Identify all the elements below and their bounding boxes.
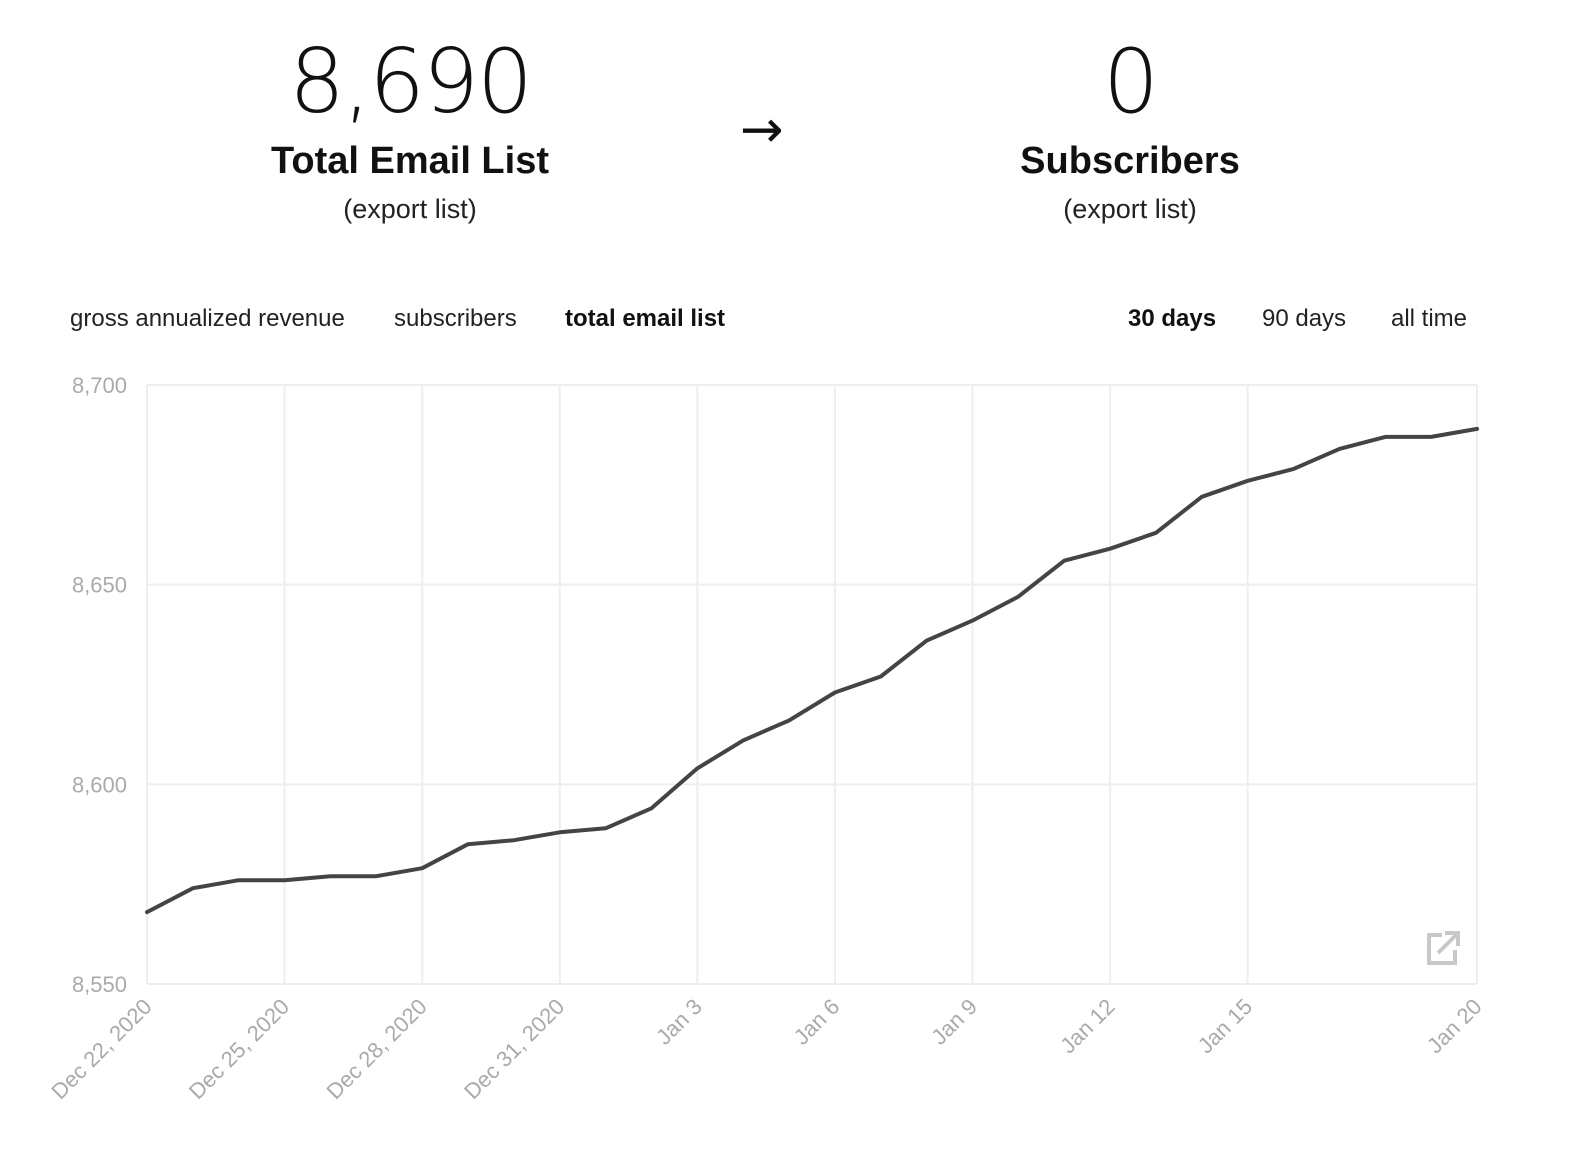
export-list-link-total[interactable]: (export list) [343,194,477,224]
tab-total-email-list[interactable]: total email list [565,305,726,332]
y-tick-label: 8,600 [72,772,127,797]
tab-all-time[interactable]: all time [1391,305,1468,332]
x-tick-label: Jan 6 [789,994,845,1050]
data-point [191,886,195,890]
data-point [328,874,332,878]
tab-90-days[interactable]: 90 days [1262,305,1347,332]
y-tick-label: 8,550 [72,972,127,997]
data-point [283,878,287,882]
x-tick-label: Dec 31, 2020 [459,994,569,1104]
subscribers-stat: 0 Subscribers (export list) [920,30,1340,226]
data-point [1108,547,1112,551]
x-tick-label: Jan 15 [1193,994,1257,1058]
data-point [466,842,470,846]
x-tick-label: Jan 3 [651,994,707,1050]
data-point [512,838,516,842]
subscribers-value: 0 [1103,30,1159,133]
data-point [1337,447,1341,451]
data-point [374,874,378,878]
arrow-right-icon: → [740,100,784,160]
data-point [1383,435,1387,439]
data-point [1200,495,1204,499]
data-point [879,675,883,679]
x-tick-label: Dec 25, 2020 [184,994,294,1104]
y-tick-label: 8,650 [72,573,127,598]
data-point [833,690,837,694]
x-tick-label: Jan 9 [926,994,982,1050]
x-tick-label: Jan 12 [1055,994,1119,1058]
data-point [420,866,424,870]
total-email-list-label: Total Email List [270,140,549,182]
tab-subscribers[interactable]: subscribers [394,305,517,332]
data-point [237,878,241,882]
data-point [1154,531,1158,535]
data-point [1475,427,1479,431]
data-point [145,910,149,914]
data-point [1429,435,1433,439]
data-point [741,738,745,742]
y-tick-label: 8,700 [72,373,127,398]
x-tick-label: Dec 22, 2020 [46,994,156,1104]
data-point [925,639,929,643]
data-point [1062,559,1066,563]
x-tick-label: Dec 28, 2020 [321,994,431,1104]
total-email-list-value: 8,690 [289,30,533,133]
tab-gross-annualized-revenue[interactable]: gross annualized revenue [70,305,345,332]
total-email-list-stat: 8,690 Total Email List (export list) [200,30,620,226]
external-link-icon[interactable] [1422,928,1462,968]
tab-30-days[interactable]: 30 days [1128,305,1217,332]
export-list-link-subscribers[interactable]: (export list) [1063,194,1197,224]
data-point [1292,467,1296,471]
data-point [1246,479,1250,483]
x-tick-label: Jan 20 [1422,994,1486,1058]
data-point [649,806,653,810]
subscribers-label: Subscribers [1020,140,1240,182]
data-point [695,766,699,770]
data-point [604,826,608,830]
series-line [145,426,1479,915]
data-point [1016,595,1020,599]
total-email-list-chart: 8,550 8,600 8,650 8,700 Dec 22, 2020 Dec 25, … [46,373,1486,1104]
data-point [971,619,975,623]
data-point [558,830,562,834]
data-point [787,718,791,722]
